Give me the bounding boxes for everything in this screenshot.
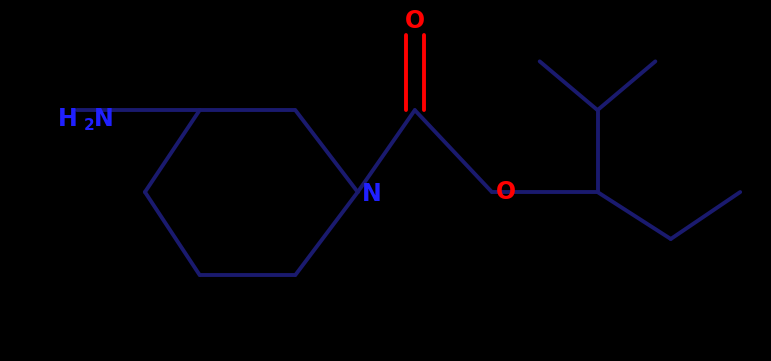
Text: 2: 2 <box>83 118 94 133</box>
Text: O: O <box>496 180 516 204</box>
Text: N: N <box>94 107 114 131</box>
Text: O: O <box>405 9 425 33</box>
Text: H: H <box>58 107 78 131</box>
Text: N: N <box>362 182 382 206</box>
